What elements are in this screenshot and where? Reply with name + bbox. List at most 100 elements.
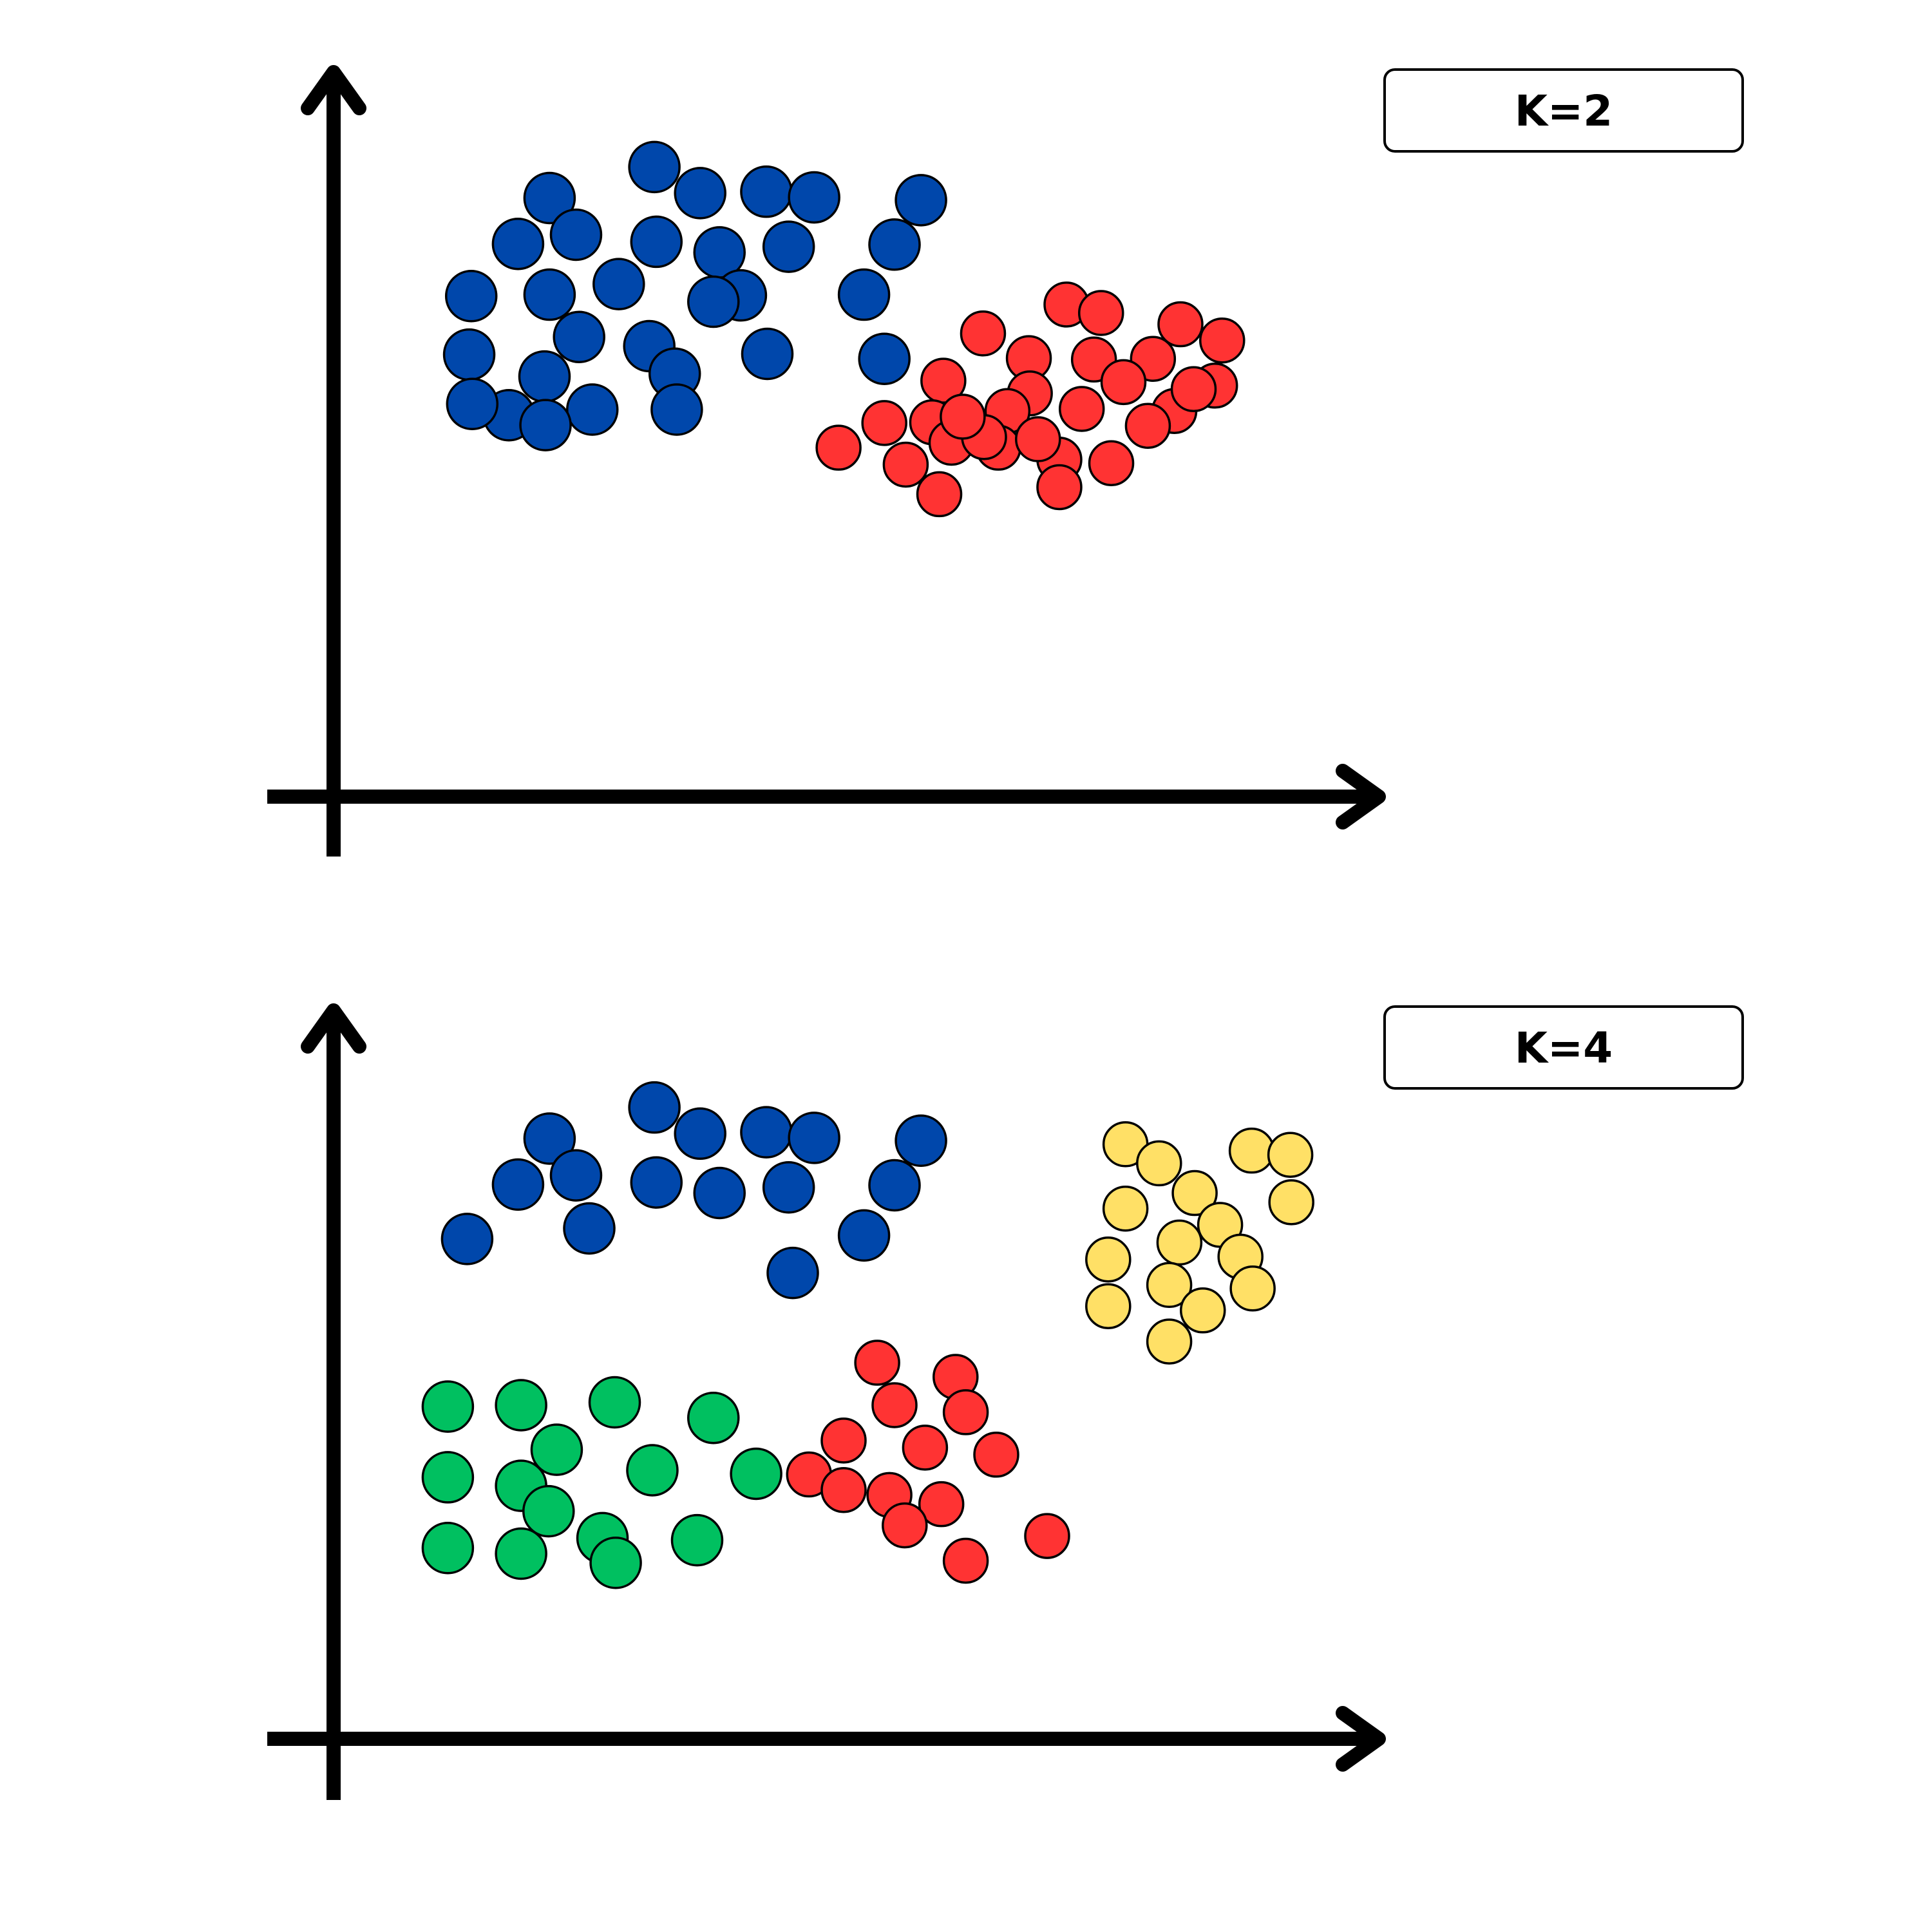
data-point-red [815, 424, 862, 471]
data-point-red [916, 471, 963, 518]
data-point-blue [895, 174, 947, 227]
data-point-blue [592, 258, 645, 310]
data-point-green [730, 1447, 782, 1501]
data-point-green [421, 1380, 475, 1433]
data-point-yellow [1156, 1219, 1203, 1266]
data-point-green [687, 1391, 740, 1444]
data-point-blue [762, 1161, 815, 1214]
data-point-blue [444, 269, 498, 323]
data-point-blue [519, 399, 572, 451]
data-point-yellow [1146, 1262, 1193, 1309]
y-axis-arrowhead [301, 1003, 366, 1054]
data-point-blue [895, 1114, 947, 1168]
data-point-red [1100, 359, 1147, 406]
data-point-blue [549, 208, 603, 261]
data-point-yellow [1171, 1170, 1218, 1217]
data-point-blue [687, 275, 740, 328]
data-point-blue [740, 165, 793, 218]
data-point-blue [553, 310, 605, 363]
data-point-yellow [1146, 1318, 1193, 1365]
data-point-blue [837, 1209, 891, 1262]
chart-title: K=4 [1515, 1023, 1613, 1073]
data-point-blue [650, 383, 703, 436]
data-point-red [820, 1417, 867, 1464]
data-point-blue [446, 377, 499, 431]
scatter-panel-k2: K=2 [267, 65, 1744, 857]
data-point-red [820, 1466, 867, 1513]
data-point-yellow [1229, 1265, 1276, 1312]
data-point-green [421, 1521, 475, 1575]
data-point-blue [762, 220, 815, 273]
data-point-red [882, 441, 929, 488]
data-point-green [670, 1513, 724, 1567]
data-point-red [973, 1432, 1019, 1478]
data-point-blue [741, 327, 794, 381]
data-point-green [495, 1527, 547, 1580]
data-point-blue [693, 1166, 746, 1220]
data-point-red [902, 1425, 949, 1471]
data-point-blue [740, 1106, 793, 1159]
data-point-red [1170, 366, 1217, 413]
data-point-red [1124, 402, 1171, 449]
data-point-blue [868, 1159, 921, 1212]
data-point-blue [868, 218, 921, 271]
data-point-red [861, 400, 907, 446]
data-point-red [1024, 1513, 1070, 1559]
data-point-blue [628, 1081, 681, 1134]
data-point-red [1088, 440, 1135, 487]
data-point-green [589, 1537, 642, 1589]
data-point-blue [858, 332, 911, 385]
x-axis-arrowhead [1336, 1706, 1386, 1772]
data-point-yellow [1102, 1185, 1149, 1232]
data-point-blue [523, 171, 576, 225]
data-point-red [918, 1481, 965, 1528]
data-point-blue [549, 1149, 603, 1202]
chart-title: K=2 [1515, 86, 1613, 136]
data-point-green [626, 1444, 679, 1497]
data-point-blue [440, 1213, 494, 1265]
data-point-red [1077, 290, 1124, 336]
data-point-blue [565, 383, 619, 436]
data-point-blue [630, 215, 683, 269]
data-point-red [1157, 301, 1204, 348]
data-point-blue [491, 217, 545, 270]
data-point-blue [788, 171, 840, 224]
data-point-red [1058, 386, 1105, 432]
scatter-panel-k4: K=4 [267, 1003, 1744, 1800]
data-point-blue [788, 1112, 840, 1164]
data-point-yellow [1268, 1179, 1314, 1226]
data-point-red [942, 1389, 989, 1435]
data-point-red [960, 310, 1007, 357]
y-axis-arrowhead [301, 65, 366, 115]
k-label-box: K=2 [1383, 68, 1744, 153]
data-point-blue [837, 268, 891, 321]
data-point-yellow [1085, 1236, 1132, 1283]
data-point-yellow [1267, 1132, 1314, 1178]
data-point-blue [523, 268, 576, 321]
data-point-blue [766, 1246, 819, 1300]
k-label-box: K=4 [1383, 1005, 1744, 1090]
data-point-green [421, 1451, 475, 1504]
data-point-blue [563, 1202, 616, 1255]
data-point-yellow [1179, 1287, 1226, 1334]
data-point-green [588, 1376, 641, 1429]
data-point-blue [628, 140, 681, 194]
data-point-blue [442, 328, 496, 381]
data-point-blue [674, 1107, 726, 1160]
data-point-yellow [1085, 1283, 1132, 1329]
data-point-green [495, 1379, 547, 1432]
data-point-red [940, 393, 986, 440]
data-point-yellow [1136, 1140, 1182, 1187]
data-point-blue [518, 350, 571, 403]
x-axis-arrowhead [1336, 764, 1386, 829]
data-point-red [854, 1340, 900, 1386]
data-point-red [942, 1537, 989, 1584]
data-point-red [882, 1502, 928, 1549]
data-point-green [522, 1484, 575, 1538]
data-point-red [1036, 464, 1083, 511]
data-point-blue [674, 167, 726, 220]
data-points [442, 140, 1245, 518]
data-points [421, 1081, 1314, 1589]
data-point-red [1199, 317, 1245, 364]
